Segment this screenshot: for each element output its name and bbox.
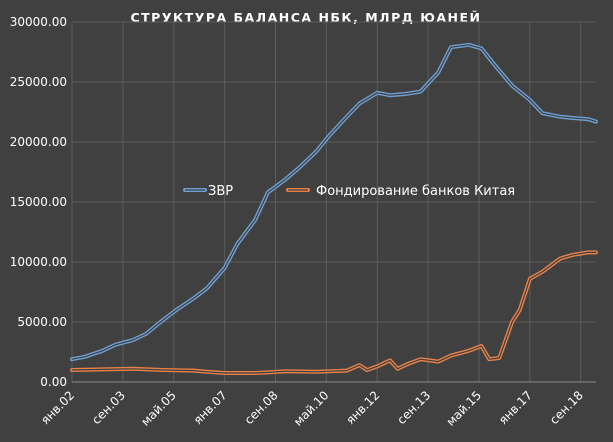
x-tick-label: сен.03 <box>89 388 128 427</box>
series-lines <box>70 42 598 375</box>
y-tick-label: 15000.00 <box>10 195 67 209</box>
series-line-core <box>71 251 597 374</box>
x-tick-label: сен.18 <box>547 388 586 427</box>
legend: ЗВР Фондирование банков Китая <box>183 184 515 199</box>
y-tick-label: 5000.00 <box>17 315 67 329</box>
x-tick-label: май.10 <box>291 388 332 429</box>
y-tick-label: 20000.00 <box>10 135 67 149</box>
legend-item: Фондирование банков Китая <box>286 184 515 199</box>
legend-item: ЗВР <box>183 184 233 199</box>
x-tick-label: янв.17 <box>496 388 535 427</box>
x-tick-label: сен.13 <box>394 388 433 427</box>
axes: 0.00 5000.00 10000.00 15000.00 20000.00 25000… <box>10 15 596 429</box>
x-tick-label: сен.08 <box>242 388 281 427</box>
x-tick-label: янв.12 <box>343 388 382 427</box>
series-reserves <box>70 42 598 362</box>
series-bank-funding <box>70 250 598 375</box>
x-tick-label: май.15 <box>444 388 485 429</box>
chart-title: СТРУКТУРА БАЛАНСА НБК, МЛРД ЮАНЕЙ <box>130 10 481 25</box>
y-tick-label: 0.00 <box>40 375 67 389</box>
series-line-core <box>71 44 597 360</box>
legend-label: Фондирование банков Китая <box>316 184 515 199</box>
x-tick-label: янв.07 <box>191 388 230 427</box>
legend-label: ЗВР <box>208 184 233 199</box>
y-tick-label: 10000.00 <box>10 255 67 269</box>
y-tick-label: 30000.00 <box>10 15 67 29</box>
x-tick-label: янв.02 <box>38 388 77 427</box>
x-tick-label: май.05 <box>138 388 179 429</box>
y-tick-label: 25000.00 <box>10 75 67 89</box>
gridlines <box>71 21 596 383</box>
